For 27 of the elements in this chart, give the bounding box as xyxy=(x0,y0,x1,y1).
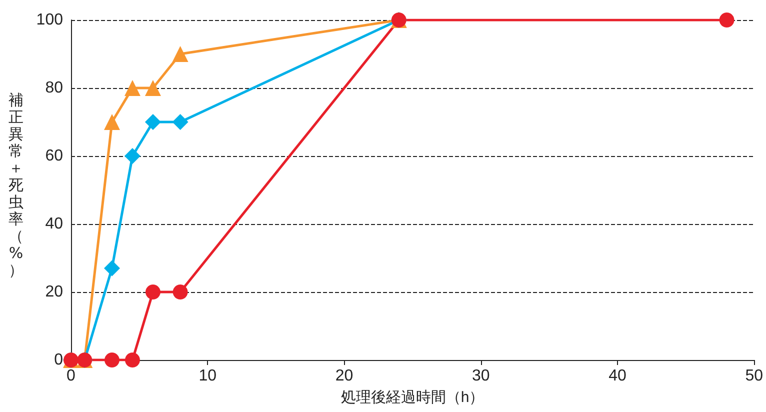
y-tick-label: 80 xyxy=(45,80,64,96)
point xyxy=(144,80,161,96)
point xyxy=(104,352,120,368)
point xyxy=(719,12,734,28)
x-tick-label: 50 xyxy=(745,368,764,384)
y-tick-label: 0 xyxy=(54,352,64,368)
point xyxy=(172,284,188,300)
y-tick-label: 40 xyxy=(45,216,64,232)
point xyxy=(144,114,161,130)
x-tick-label: 20 xyxy=(335,368,354,384)
point xyxy=(104,114,120,130)
y-tick-label: 20 xyxy=(45,284,64,300)
x-tick-label: 30 xyxy=(472,368,490,384)
y-tick-label: 100 xyxy=(36,12,64,28)
point xyxy=(172,46,188,62)
x-tick-label: 10 xyxy=(198,368,217,384)
point xyxy=(124,148,140,164)
x-axis-title: 処理後経過時間（h） xyxy=(340,389,484,406)
point xyxy=(124,80,140,96)
point xyxy=(172,114,188,130)
text: 補正異常＋死虫率（%） xyxy=(8,91,24,279)
point xyxy=(145,284,160,300)
point xyxy=(104,260,120,276)
x-tick-label: 40 xyxy=(608,368,626,384)
x-tick-label: 0 xyxy=(66,368,76,384)
point xyxy=(124,352,140,368)
y-tick-label: 60 xyxy=(45,148,64,164)
